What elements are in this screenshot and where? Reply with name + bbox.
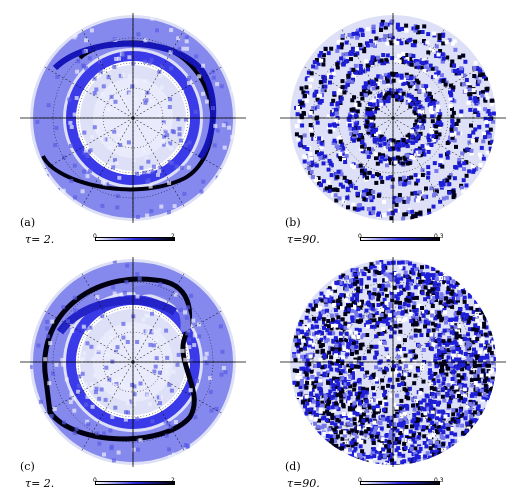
polar-disk-b: [280, 13, 506, 223]
tau-label: τ=90.: [287, 477, 320, 490]
polar-disk-a: [20, 13, 246, 223]
colorbar-min: 0: [358, 477, 362, 484]
colorbar: 0 0.3: [358, 477, 444, 487]
polar-disk-c: [20, 257, 246, 467]
panel-label: (a): [20, 216, 36, 229]
colorbar: 0 0.3: [358, 233, 444, 243]
panel-c: (c) τ= 2. 0 2: [15, 252, 265, 497]
colorbar-max: 2: [171, 477, 175, 484]
colorbar-gradient: [360, 237, 440, 241]
colorbar-gradient: [360, 481, 440, 485]
polar-disk-d: [280, 257, 506, 467]
colorbar-gradient: [95, 481, 175, 485]
panel-label: (d): [285, 460, 301, 473]
colorbar-max: 0.3: [434, 233, 444, 240]
panel-label: (c): [20, 460, 35, 473]
colorbar-min: 0: [358, 233, 362, 240]
colorbar-gradient: [95, 237, 175, 241]
colorbar-max: 0.3: [434, 477, 444, 484]
colorbar: 0 2: [93, 477, 175, 487]
colorbar-max: 2: [171, 233, 175, 240]
colorbar: 0 2: [93, 233, 175, 243]
tau-label: τ= 2.: [25, 233, 55, 246]
colorbar-min: 0: [93, 477, 97, 484]
panel-label: (b): [285, 216, 301, 229]
panel-d: (d) τ=90. 0 0.3: [275, 252, 525, 497]
colorbar-min: 0: [93, 233, 97, 240]
tau-label: τ=90.: [287, 233, 320, 246]
panel-b: (b) τ=90. 0 0.3: [275, 8, 525, 253]
tau-label: τ= 2.: [25, 477, 55, 490]
panel-a: (a) τ= 2. 0 2: [15, 8, 265, 253]
